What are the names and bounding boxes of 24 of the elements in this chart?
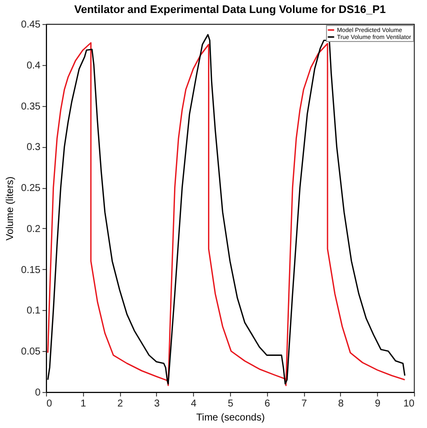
y-tick-label: 0.15 <box>21 264 41 276</box>
x-tick-label: 7 <box>301 398 308 410</box>
y-tick-label: 0.25 <box>21 183 41 194</box>
x-tick-label: 10 <box>403 398 415 410</box>
y-tick-label: 0.35 <box>21 101 41 112</box>
y-tick-label: 0 <box>34 388 41 398</box>
y-tick-label: 0.3 <box>26 142 41 154</box>
x-tick-label: 8 <box>338 398 344 410</box>
x-tick-label: 0 <box>46 398 52 410</box>
x-tick-label: 4 <box>190 398 197 410</box>
x-tick-label: 6 <box>264 398 271 410</box>
x-tick-label: 5 <box>228 398 234 410</box>
x-tick-label: 2 <box>117 398 124 410</box>
y-tick-label: 0.2 <box>26 224 41 235</box>
y-tick-label: 0.05 <box>21 346 41 358</box>
y-tick-label: 0.1 <box>26 306 41 317</box>
x-axis-title: Time (seconds) <box>196 412 265 424</box>
x-tick-label: 9 <box>374 398 381 410</box>
chart-title: Ventilator and Experimental Data Lung Volume for DS16_P1 <box>74 4 386 16</box>
y-tick-label: 0.4 <box>26 60 41 72</box>
x-tick-label: 3 <box>154 398 160 410</box>
x-tick-label: 1 <box>80 398 87 410</box>
y-axis-title: Volume (liters) <box>5 176 16 240</box>
y-tick-label: 0.45 <box>21 20 41 30</box>
